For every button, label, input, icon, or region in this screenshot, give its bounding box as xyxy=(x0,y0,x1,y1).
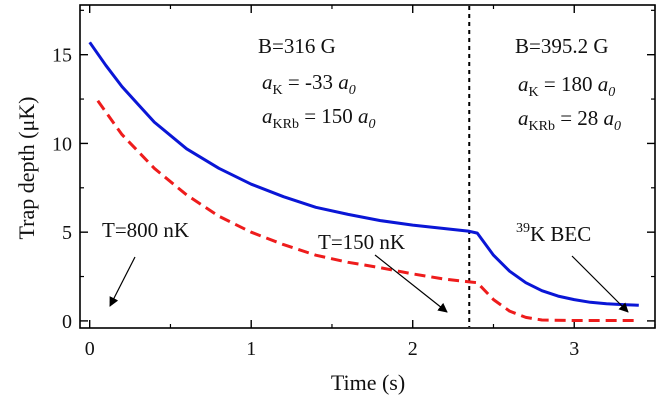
right-ak-value: = 180 xyxy=(539,72,598,96)
left-ak-unit-sub: 0 xyxy=(349,83,356,98)
right-ak-subscript: K xyxy=(529,85,539,100)
x-tick-label: 0 xyxy=(85,338,95,360)
right-ak-symbol: a xyxy=(518,72,529,96)
temp1-arrow xyxy=(109,256,136,307)
x-tick-label: 1 xyxy=(246,338,256,360)
series-group xyxy=(88,41,639,322)
left-akrb-subscript: KRb xyxy=(273,117,299,132)
bec-superscript: 39 xyxy=(516,221,530,236)
y-tick-label: 10 xyxy=(52,133,72,155)
bec-text: K BEC xyxy=(530,222,591,246)
left-field-label: B=316 G xyxy=(258,34,336,58)
left-akrb-symbol: a xyxy=(262,104,273,128)
right-akrb-value: = 28 xyxy=(555,106,604,130)
right-akrb-symbol: a xyxy=(518,106,529,130)
right-ak-unit: a xyxy=(598,72,609,96)
red-dashed-series-line xyxy=(96,99,639,322)
right-akrb-label: aKRb = 28 a0 xyxy=(518,106,621,134)
y-tick-label: 0 xyxy=(62,311,72,333)
y-tick-label: 15 xyxy=(52,45,72,67)
x-tick-label: 3 xyxy=(569,338,579,360)
left-ak-label: aK = -33 a0 xyxy=(262,70,356,98)
right-ak-unit-sub: 0 xyxy=(608,85,615,100)
left-ak-value: = -33 xyxy=(283,70,339,94)
left-akrb-unit: a xyxy=(358,104,369,128)
right-ak-label: aK = 180 a0 xyxy=(518,72,615,100)
left-akrb-label: aKRb = 150 a0 xyxy=(262,104,376,132)
x-tick-label: 2 xyxy=(408,338,418,360)
y-axis-title: Trap depth (μK) xyxy=(14,97,39,240)
right-akrb-unit: a xyxy=(604,106,615,130)
right-akrb-unit-sub: 0 xyxy=(614,119,621,134)
plot-frame xyxy=(79,4,656,329)
left-akrb-value: = 150 xyxy=(299,104,358,128)
right-field-label: B=395.2 G xyxy=(515,34,609,58)
temp2-label: T=150 nK xyxy=(318,230,405,254)
axis-ticks: 0 1 2 3 0 5 10 15 xyxy=(52,5,656,360)
x-axis-title: Time (s) xyxy=(331,370,405,395)
blue-solid-series-line xyxy=(88,41,639,307)
temp2-arrow xyxy=(374,254,448,313)
temp1-label: T=800 nK xyxy=(102,218,189,242)
y-tick-label: 5 xyxy=(62,222,72,244)
left-ak-unit: a xyxy=(338,70,349,94)
bec-label: 39K BEC xyxy=(516,221,591,246)
bec-arrow xyxy=(571,255,629,313)
right-akrb-subscript: KRb xyxy=(529,119,555,134)
left-ak-subscript: K xyxy=(273,83,283,98)
left-ak-symbol: a xyxy=(262,70,273,94)
left-akrb-unit-sub: 0 xyxy=(369,117,376,132)
